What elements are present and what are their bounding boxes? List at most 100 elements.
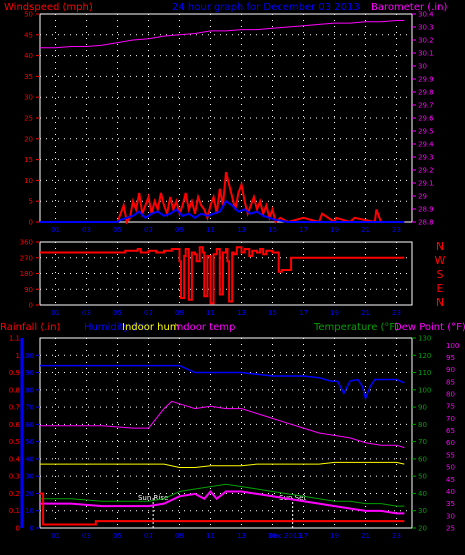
indoor-hum-legend: Indoor hum	[122, 322, 180, 333]
humidity-tick-label: 40	[25, 455, 34, 463]
barometer-tick-label: 29.8	[418, 89, 434, 97]
temperature-tick-label: 70	[418, 438, 427, 446]
x-tick-label-p2: 13	[237, 532, 246, 540]
x-tick-label-p0: 17	[299, 226, 308, 234]
windspeed-tick-label: 20	[24, 135, 33, 143]
rainfall-tick-label: 0.4	[9, 455, 21, 463]
humidity-tick-label: 20	[25, 490, 34, 498]
x-tick-label-p1: 17	[299, 309, 308, 317]
humidity-tick-label: 70	[25, 404, 34, 412]
temperature-tick-label: 130	[418, 335, 431, 343]
x-tick-label-p0: 09	[175, 226, 184, 234]
x-tick-label-p2: 17	[299, 532, 308, 540]
humidity-tick-label: 90	[25, 369, 34, 377]
x-tick-label-p1: 15	[268, 309, 277, 317]
compass-label: S	[437, 268, 444, 281]
chart-title: 24 hour graph for December 03 2013	[172, 2, 360, 13]
temperature-line	[40, 483, 405, 507]
compass-label: E	[437, 282, 444, 295]
humidity-tick-label: 0	[30, 525, 34, 533]
rainfall-line	[40, 492, 405, 526]
x-tick-label-p2: 07	[144, 532, 153, 540]
x-tick-label-p1: 01	[51, 309, 60, 317]
rainfall-tick-label: 0.5	[9, 438, 20, 446]
direction-tick-label: 360	[20, 239, 33, 247]
windspeed-tick-label: 10	[24, 177, 33, 185]
barometer-tick-label: 30.2	[418, 37, 434, 45]
x-tick-label-p0: 21	[361, 226, 370, 234]
humidity-tick-label: 60	[25, 421, 34, 429]
sunset-label: Sun Set	[279, 494, 306, 502]
x-tick-label-p0: 15	[268, 226, 277, 234]
windspeed-tick-label: 40	[24, 52, 33, 60]
x-tick-label-p2: 19	[330, 532, 339, 540]
temperature-tick-label: 90	[418, 404, 427, 412]
x-tick-label-p0: 07	[144, 226, 153, 234]
barometer-tick-label: 30.3	[418, 24, 434, 32]
compass-label: N	[436, 296, 444, 309]
x-tick-label-p2: 09	[175, 532, 184, 540]
temperature-tick-label: 40	[418, 490, 427, 498]
temperature-axis-title: Temperature (°F)	[313, 322, 399, 333]
dewpoint-tick-label: 55	[446, 451, 455, 459]
temperature-tick-label: 50	[418, 473, 427, 481]
barometer-tick-label: 29.2	[418, 167, 434, 175]
x-tick-label-p1: 09	[175, 309, 184, 317]
rainfall-tick-label: 0.1	[9, 507, 20, 515]
x-tick-label-p0: 11	[206, 226, 215, 234]
avgwind-line	[40, 199, 405, 223]
temperature-tick-label: 110	[418, 369, 431, 377]
humidity-tick-label: 10	[25, 507, 34, 515]
windspeed-tick-label: 35	[24, 73, 33, 81]
windspeed-axis-title: Windspeed (mph)	[4, 2, 93, 13]
x-tick-label-p2: 03	[82, 532, 91, 540]
dewpoint-tick-label: 70	[446, 415, 455, 423]
x-tick-label-p2: 01	[51, 532, 60, 540]
barometer-tick-label: 30.4	[418, 11, 434, 19]
dewpoint-tick-label: 90	[446, 366, 455, 374]
barometer-tick-label: 30.1	[418, 50, 434, 58]
windspeed-tick-label: 15	[24, 156, 33, 164]
indoor-temp-legend: Indoor temp	[174, 322, 235, 333]
temperature-tick-label: 120	[418, 352, 431, 360]
temperature-tick-label: 80	[418, 421, 427, 429]
humidity-tick-label: 50	[25, 438, 34, 446]
x-tick-label-p1: 11	[206, 309, 215, 317]
dewpoint-tick-label: 45	[446, 476, 455, 484]
indoor-hum-line	[40, 461, 405, 468]
plot-layer: 0510152025303540455028.828.92929.129.229…	[9, 11, 460, 541]
rainfall-tick-label: 0.7	[9, 404, 20, 412]
sunrise-label: Sun Rise	[138, 494, 168, 502]
x-tick-label-p2: 15	[268, 532, 277, 540]
windspeed-tick-label: 5	[29, 198, 33, 206]
x-tick-label-p2: 23	[392, 532, 401, 540]
indoor-temp-line	[40, 400, 405, 449]
x-tick-label-p2: 21	[361, 532, 370, 540]
dewpoint-tick-label: 75	[446, 403, 455, 411]
x-tick-label-p0: 01	[51, 226, 60, 234]
barometer-tick-label: 29	[418, 193, 427, 201]
dewpoint-tick-label: 60	[446, 439, 455, 447]
panel-temp-frame	[39, 337, 413, 529]
direction-tick-label: 180	[20, 270, 33, 278]
rainfall-tick-label: 0.8	[9, 386, 20, 394]
x-tick-label-p0: 19	[330, 226, 339, 234]
barometer-tick-label: 28.9	[418, 206, 434, 214]
x-tick-label-p1: 19	[330, 309, 339, 317]
rainfall-tick-label: 0	[16, 525, 20, 533]
x-tick-label-p0: 03	[82, 226, 91, 234]
rainfall-tick-label: 0.3	[9, 473, 20, 481]
rainfall-tick-label: 0.2	[9, 490, 20, 498]
barometer-tick-label: 29.1	[418, 180, 434, 188]
humidity-tick-label: 80	[25, 386, 34, 394]
dewpoint-tick-label: 30	[446, 512, 455, 520]
barometer-tick-label: 29.5	[418, 128, 434, 136]
x-tick-label-p1: 13	[237, 309, 246, 317]
dewpoint-tick-label: 40	[446, 488, 455, 496]
humidity-tick-label: 30	[25, 473, 34, 481]
rainfall-axis-title: Rainfall (.in)	[0, 322, 61, 333]
temperature-tick-label: 20	[418, 525, 427, 533]
dewpoint-tick-label: 65	[446, 427, 455, 435]
windspeed-tick-label: 30	[24, 94, 33, 102]
